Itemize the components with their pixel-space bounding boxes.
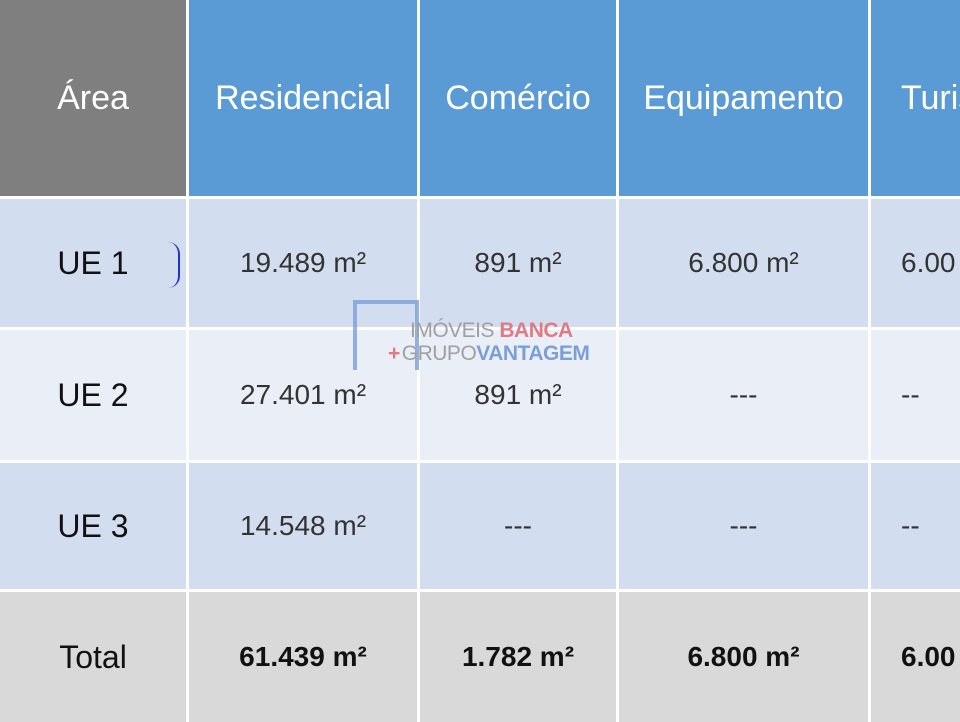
row-label-ue2: UE 2	[0, 330, 186, 460]
pen-mark	[168, 242, 180, 288]
total-cell: 6.00	[871, 592, 960, 722]
total-cell: 1.782 m²	[420, 592, 616, 722]
row-label-total: Total	[0, 592, 186, 722]
cell: 19.489 m²	[189, 199, 417, 327]
total-cell: 6.800 m²	[619, 592, 868, 722]
cell: ---	[420, 463, 616, 589]
total-cell: 61.439 m²	[189, 592, 417, 722]
cell: 14.548 m²	[189, 463, 417, 589]
cell: ---	[619, 463, 868, 589]
row-label-ue1: UE 1	[0, 199, 186, 327]
header-equipamento: Equipamento	[619, 0, 868, 196]
cell: 891 m²	[420, 199, 616, 327]
cell: 6.00	[871, 199, 960, 327]
header-area: Área	[0, 0, 186, 196]
cell: 27.401 m²	[189, 330, 417, 460]
row-label-ue3: UE 3	[0, 463, 186, 589]
cell: --	[871, 463, 960, 589]
cell: 891 m²	[420, 330, 616, 460]
cell: ---	[619, 330, 868, 460]
header-turismo: Turis	[871, 0, 960, 196]
header-residencial: Residencial	[189, 0, 417, 196]
header-comercio: Comércio	[420, 0, 616, 196]
cell: 6.800 m²	[619, 199, 868, 327]
cell: --	[871, 330, 960, 460]
